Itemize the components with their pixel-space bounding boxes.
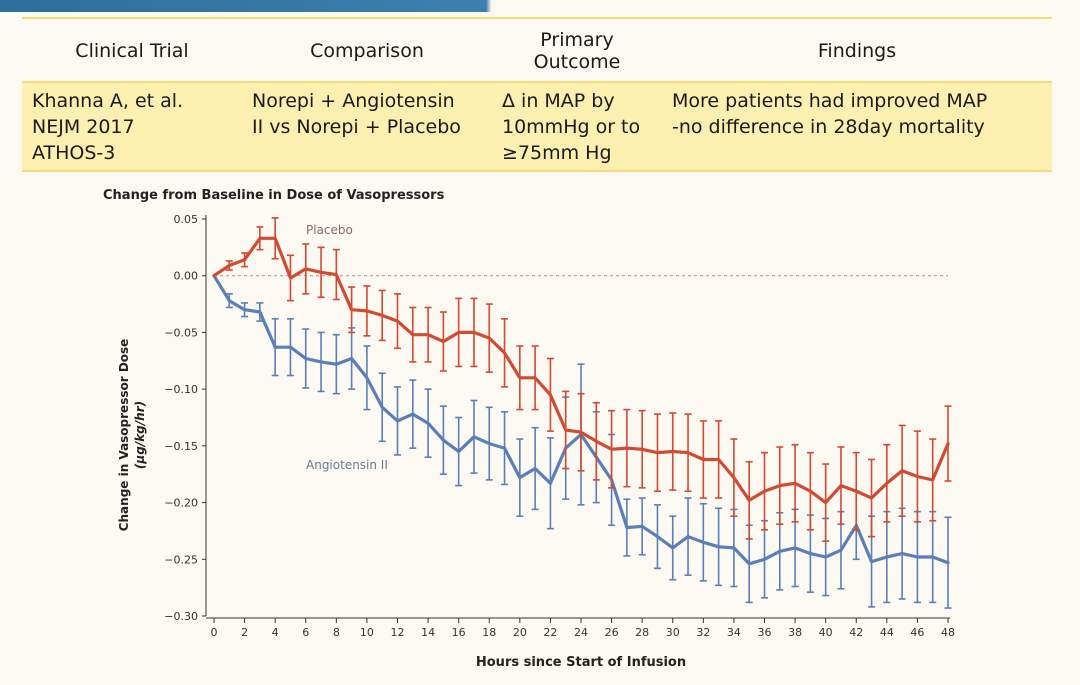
x-tick-label: 48 <box>941 626 955 639</box>
cell-findings: More patients had improved MAP -no diffe… <box>662 82 1052 172</box>
x-tick-label: 18 <box>482 626 496 639</box>
table-header-row: Clinical Trial Comparison Primary Outcom… <box>22 17 1052 83</box>
x-tick-label: 20 <box>513 626 527 639</box>
x-tick-label: 32 <box>696 626 710 639</box>
x-tick-label: 4 <box>272 626 279 639</box>
y-tick-label: −0.25 <box>164 553 198 566</box>
y-axis-title-line1: Change in Vasopressor Dose <box>117 339 131 532</box>
x-tick-label: 24 <box>574 626 588 639</box>
x-tick-label: 30 <box>666 626 680 639</box>
x-tick-label: 0 <box>211 626 218 639</box>
y-tick-label: −0.30 <box>164 610 198 623</box>
header-clinical-trial: Clinical Trial <box>22 17 242 83</box>
top-accent-bar <box>0 0 1080 12</box>
series-annotations: Placebo Angiotensin II <box>306 223 388 472</box>
x-tick-label: 6 <box>302 626 309 639</box>
x-tick-label: 34 <box>727 626 741 639</box>
table-row: Khanna A, et al. NEJM 2017 ATHOS-3 Norep… <box>22 82 1052 172</box>
y-axis-title-line2: (µg/kg/hr) <box>133 401 147 469</box>
x-tick-label: 10 <box>360 626 374 639</box>
cell-clinical-trial: Khanna A, et al. NEJM 2017 ATHOS-3 <box>22 82 242 172</box>
series-angiotensin-ii <box>212 274 952 609</box>
x-tick-label: 8 <box>333 626 340 639</box>
y-tick-label: 0.05 <box>174 213 199 226</box>
trial-summary-table: Clinical Trial Comparison Primary Outcom… <box>22 17 1052 172</box>
series-layer <box>212 217 952 609</box>
y-tick-label: −0.20 <box>164 497 198 510</box>
series-placebo <box>212 217 952 542</box>
angiotensin-label: Angiotensin II <box>306 458 388 472</box>
chart-title: Change from Baseline in Dose of Vasopres… <box>103 188 445 203</box>
header-primary-outcome: Primary Outcome <box>492 17 662 83</box>
placebo-label: Placebo <box>306 223 353 237</box>
x-tick-label: 22 <box>543 626 557 639</box>
x-tick-label: 38 <box>788 626 802 639</box>
chart-svg: Change from Baseline in Dose of Vasopres… <box>103 188 955 670</box>
x-axis-title: Hours since Start of Infusion <box>476 655 686 670</box>
x-tick-label: 36 <box>758 626 772 639</box>
x-tick-label: 2 <box>241 626 248 639</box>
x-tick-label: 12 <box>391 626 405 639</box>
cell-primary-outcome: Δ in MAP by 10mmHg or to ≥75mm Hg <box>492 82 662 172</box>
cell-comparison: Norepi + Angiotensin II vs Norepi + Plac… <box>242 82 492 172</box>
header-comparison: Comparison <box>242 17 492 83</box>
y-axis-title: Change in Vasopressor Dose (µg/kg/hr) <box>117 339 147 532</box>
x-tick-label: 46 <box>910 626 924 639</box>
y-tick-label: −0.15 <box>164 440 198 453</box>
x-tick-label: 28 <box>635 626 649 639</box>
x-tick-label: 40 <box>819 626 833 639</box>
x-tick-label: 14 <box>421 626 435 639</box>
x-tick-label: 16 <box>452 626 466 639</box>
x-tick-label: 42 <box>849 626 863 639</box>
y-tick-label: −0.10 <box>164 383 198 396</box>
chart-axes: 0.05 0.00 −0.05 −0.10 −0.15 −0.20 −0.25 −0.30 0 2… <box>164 213 955 639</box>
series-line-placebo <box>212 236 950 505</box>
y-tick-label: 0.00 <box>174 270 199 283</box>
x-tick-label: 44 <box>880 626 894 639</box>
vasopressor-chart: Change from Baseline in Dose of Vasopres… <box>0 170 1080 681</box>
header-findings: Findings <box>662 17 1052 83</box>
y-tick-label: −0.05 <box>164 326 198 339</box>
x-tick-label: 26 <box>605 626 619 639</box>
